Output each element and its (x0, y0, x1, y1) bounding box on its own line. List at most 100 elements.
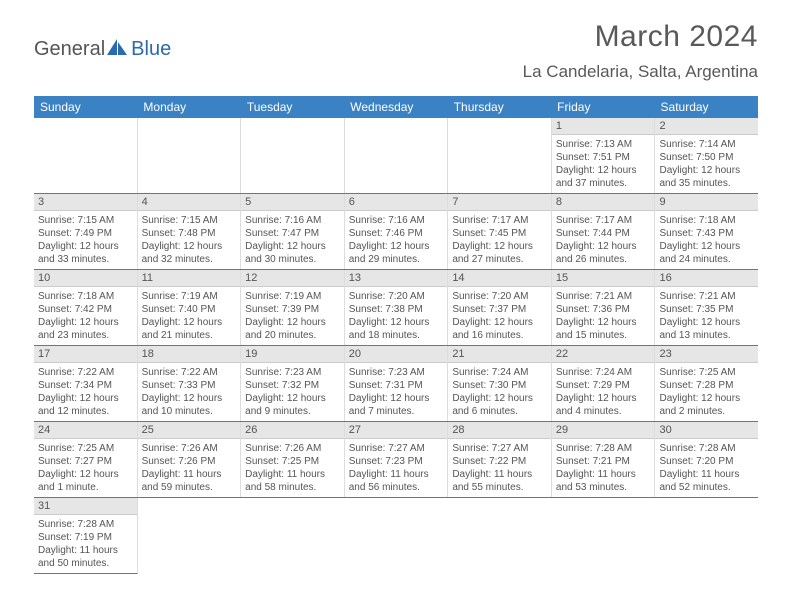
sunset-text: Sunset: 7:45 PM (452, 227, 547, 240)
daylight-text: Daylight: 12 hours and 10 minutes. (142, 392, 237, 418)
daylight-text: Daylight: 12 hours and 15 minutes. (556, 316, 651, 342)
calendar-day: 22Sunrise: 7:24 AMSunset: 7:29 PMDayligh… (552, 346, 656, 421)
sunrise-text: Sunrise: 7:27 AM (452, 442, 547, 455)
daylight-text: Daylight: 12 hours and 37 minutes. (556, 164, 651, 190)
sunset-text: Sunset: 7:37 PM (452, 303, 547, 316)
calendar-day: 15Sunrise: 7:21 AMSunset: 7:36 PMDayligh… (552, 270, 656, 345)
sunrise-text: Sunrise: 7:16 AM (245, 214, 340, 227)
day-details: Sunrise: 7:16 AMSunset: 7:46 PMDaylight:… (345, 211, 448, 269)
day-details: Sunrise: 7:28 AMSunset: 7:19 PMDaylight:… (34, 515, 137, 573)
day-details: Sunrise: 7:23 AMSunset: 7:32 PMDaylight:… (241, 363, 344, 421)
day-details: Sunrise: 7:25 AMSunset: 7:27 PMDaylight:… (34, 439, 137, 497)
sunrise-text: Sunrise: 7:23 AM (245, 366, 340, 379)
day-details: Sunrise: 7:18 AMSunset: 7:43 PMDaylight:… (655, 211, 758, 269)
day-details: Sunrise: 7:14 AMSunset: 7:50 PMDaylight:… (655, 135, 758, 193)
sunrise-text: Sunrise: 7:26 AM (142, 442, 237, 455)
sunset-text: Sunset: 7:22 PM (452, 455, 547, 468)
location-subtitle: La Candelaria, Salta, Argentina (34, 62, 758, 82)
day-details: Sunrise: 7:22 AMSunset: 7:34 PMDaylight:… (34, 363, 137, 421)
calendar-week: 17Sunrise: 7:22 AMSunset: 7:34 PMDayligh… (34, 346, 758, 422)
daylight-text: Daylight: 12 hours and 24 minutes. (659, 240, 754, 266)
daylight-text: Daylight: 12 hours and 7 minutes. (349, 392, 444, 418)
calendar-day: 24Sunrise: 7:25 AMSunset: 7:27 PMDayligh… (34, 422, 138, 497)
calendar-day: 2Sunrise: 7:14 AMSunset: 7:50 PMDaylight… (655, 118, 758, 193)
sunrise-text: Sunrise: 7:20 AM (349, 290, 444, 303)
day-number: 18 (138, 346, 241, 363)
day-number: 21 (448, 346, 551, 363)
sunrise-text: Sunrise: 7:25 AM (38, 442, 133, 455)
calendar-day-blank (34, 118, 138, 193)
day-number: 11 (138, 270, 241, 287)
sunset-text: Sunset: 7:40 PM (142, 303, 237, 316)
sunrise-text: Sunrise: 7:25 AM (659, 366, 754, 379)
sunset-text: Sunset: 7:21 PM (556, 455, 651, 468)
sunrise-text: Sunrise: 7:19 AM (142, 290, 237, 303)
sunrise-text: Sunrise: 7:18 AM (38, 290, 133, 303)
sunset-text: Sunset: 7:48 PM (142, 227, 237, 240)
day-details: Sunrise: 7:15 AMSunset: 7:49 PMDaylight:… (34, 211, 137, 269)
day-details: Sunrise: 7:24 AMSunset: 7:30 PMDaylight:… (448, 363, 551, 421)
daylight-text: Daylight: 11 hours and 58 minutes. (245, 468, 340, 494)
day-number: 14 (448, 270, 551, 287)
calendar-day: 12Sunrise: 7:19 AMSunset: 7:39 PMDayligh… (241, 270, 345, 345)
sunset-text: Sunset: 7:49 PM (38, 227, 133, 240)
calendar-day-blank (138, 118, 242, 193)
daylight-text: Daylight: 12 hours and 32 minutes. (142, 240, 237, 266)
calendar-week: 31Sunrise: 7:28 AMSunset: 7:19 PMDayligh… (34, 498, 758, 574)
weekday-header: Monday (137, 96, 240, 118)
daylight-text: Daylight: 12 hours and 26 minutes. (556, 240, 651, 266)
calendar-day: 28Sunrise: 7:27 AMSunset: 7:22 PMDayligh… (448, 422, 552, 497)
weekday-header: Tuesday (241, 96, 344, 118)
day-details: Sunrise: 7:24 AMSunset: 7:29 PMDaylight:… (552, 363, 655, 421)
day-number: 22 (552, 346, 655, 363)
calendar-day: 6Sunrise: 7:16 AMSunset: 7:46 PMDaylight… (345, 194, 449, 269)
document-header: General Blue March 2024 La Candelaria, S… (0, 0, 792, 96)
daylight-text: Daylight: 12 hours and 4 minutes. (556, 392, 651, 418)
day-number: 28 (448, 422, 551, 439)
day-details: Sunrise: 7:20 AMSunset: 7:38 PMDaylight:… (345, 287, 448, 345)
sunrise-text: Sunrise: 7:13 AM (556, 138, 651, 151)
day-number: 15 (552, 270, 655, 287)
sunrise-text: Sunrise: 7:24 AM (452, 366, 547, 379)
day-number: 8 (552, 194, 655, 211)
daylight-text: Daylight: 12 hours and 21 minutes. (142, 316, 237, 342)
day-details: Sunrise: 7:19 AMSunset: 7:39 PMDaylight:… (241, 287, 344, 345)
calendar-day-blank (242, 498, 345, 574)
calendar-day: 9Sunrise: 7:18 AMSunset: 7:43 PMDaylight… (655, 194, 758, 269)
day-details: Sunrise: 7:27 AMSunset: 7:22 PMDaylight:… (448, 439, 551, 497)
sunset-text: Sunset: 7:44 PM (556, 227, 651, 240)
daylight-text: Daylight: 12 hours and 16 minutes. (452, 316, 547, 342)
day-details: Sunrise: 7:18 AMSunset: 7:42 PMDaylight:… (34, 287, 137, 345)
sunrise-text: Sunrise: 7:24 AM (556, 366, 651, 379)
sunrise-text: Sunrise: 7:22 AM (142, 366, 237, 379)
day-number: 25 (138, 422, 241, 439)
sunset-text: Sunset: 7:27 PM (38, 455, 133, 468)
daylight-text: Daylight: 12 hours and 30 minutes. (245, 240, 340, 266)
daylight-text: Daylight: 12 hours and 12 minutes. (38, 392, 133, 418)
day-number: 5 (241, 194, 344, 211)
daylight-text: Daylight: 12 hours and 2 minutes. (659, 392, 754, 418)
calendar-week: 3Sunrise: 7:15 AMSunset: 7:49 PMDaylight… (34, 194, 758, 270)
sunset-text: Sunset: 7:25 PM (245, 455, 340, 468)
daylight-text: Daylight: 12 hours and 20 minutes. (245, 316, 340, 342)
calendar-week: 24Sunrise: 7:25 AMSunset: 7:27 PMDayligh… (34, 422, 758, 498)
day-details: Sunrise: 7:16 AMSunset: 7:47 PMDaylight:… (241, 211, 344, 269)
sunset-text: Sunset: 7:28 PM (659, 379, 754, 392)
sunset-text: Sunset: 7:47 PM (245, 227, 340, 240)
day-number: 19 (241, 346, 344, 363)
calendar-day-blank (448, 118, 552, 193)
sunset-text: Sunset: 7:36 PM (556, 303, 651, 316)
day-number: 2 (655, 118, 758, 135)
day-number: 31 (34, 498, 137, 515)
sunset-text: Sunset: 7:29 PM (556, 379, 651, 392)
calendar-day-blank (241, 118, 345, 193)
logo: General Blue (34, 38, 171, 64)
calendar-day: 21Sunrise: 7:24 AMSunset: 7:30 PMDayligh… (448, 346, 552, 421)
sunrise-text: Sunrise: 7:23 AM (349, 366, 444, 379)
day-number: 30 (655, 422, 758, 439)
daylight-text: Daylight: 11 hours and 50 minutes. (38, 544, 133, 570)
day-details: Sunrise: 7:23 AMSunset: 7:31 PMDaylight:… (345, 363, 448, 421)
day-details: Sunrise: 7:20 AMSunset: 7:37 PMDaylight:… (448, 287, 551, 345)
calendar-week: 1Sunrise: 7:13 AMSunset: 7:51 PMDaylight… (34, 118, 758, 194)
sunset-text: Sunset: 7:42 PM (38, 303, 133, 316)
